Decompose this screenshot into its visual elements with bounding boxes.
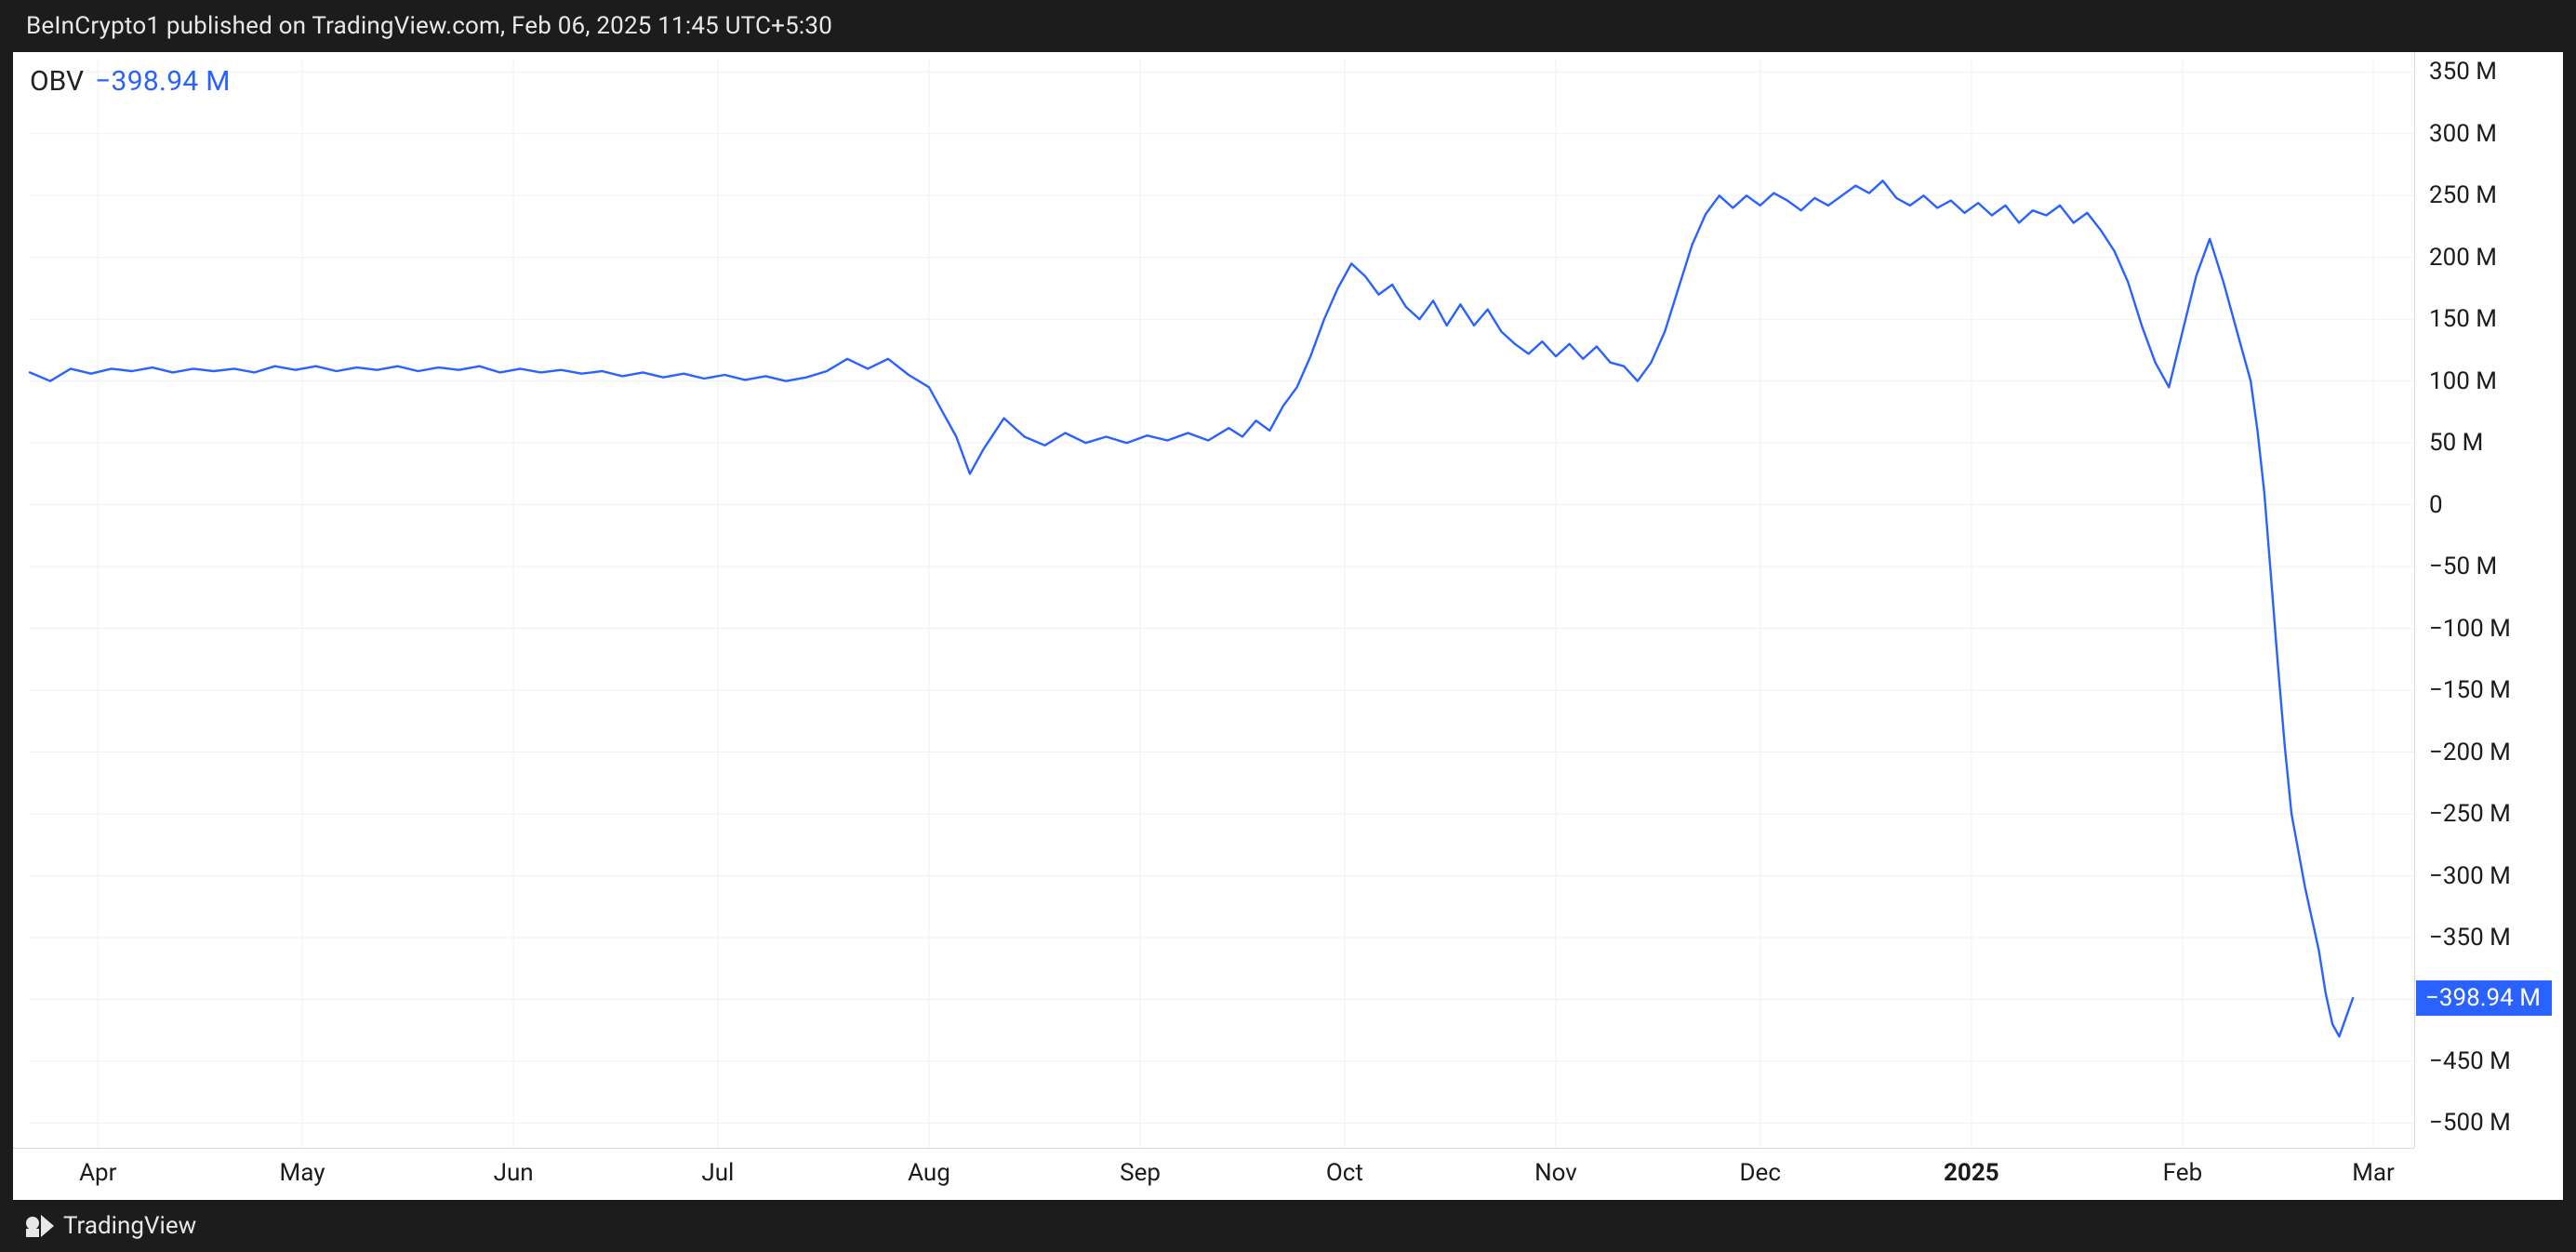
- chart-svg: [13, 52, 2563, 1200]
- y-tick-label: −450 M: [2429, 1047, 2511, 1075]
- x-tick-label: Oct: [1326, 1159, 1363, 1187]
- chart-frame: BeInCrypto1 published on TradingView.com…: [0, 0, 2576, 1252]
- y-tick-label: 50 M: [2429, 429, 2483, 457]
- y-tick-label: −50 M: [2429, 553, 2497, 580]
- y-tick-label: 250 M: [2429, 181, 2497, 209]
- x-axis-separator: [13, 1148, 2414, 1149]
- attribution-text: BeInCrypto1 published on TradingView.com…: [26, 12, 832, 40]
- tradingview-glyph-icon: [26, 1215, 54, 1237]
- x-tick-label: Mar: [2352, 1159, 2395, 1187]
- x-tick-label: Nov: [1534, 1159, 1577, 1187]
- brand-text: TradingView: [63, 1212, 196, 1240]
- y-tick-label: −500 M: [2429, 1109, 2511, 1137]
- x-tick-label: Feb: [2163, 1159, 2203, 1187]
- y-tick-label: −300 M: [2429, 862, 2511, 890]
- y-tick-label: 200 M: [2429, 244, 2497, 272]
- obv-line: [30, 180, 2353, 1036]
- x-tick-label: Jul: [701, 1159, 734, 1187]
- y-tick-label: 350 M: [2429, 58, 2497, 86]
- last-price-value: −398.94 M: [2425, 984, 2541, 1012]
- chart-area[interactable]: OBV −398.94 M 350 M 300 M 250 M 200 M 150 M 1…: [13, 52, 2563, 1200]
- x-tick-label: Dec: [1739, 1159, 1780, 1187]
- y-tick-label: 0: [2429, 491, 2443, 519]
- tradingview-logo[interactable]: TradingView: [26, 1212, 196, 1240]
- y-tick-label: −200 M: [2429, 739, 2511, 766]
- y-tick-label: 150 M: [2429, 305, 2497, 333]
- y-tick-label: −350 M: [2429, 924, 2511, 952]
- x-tick-label: 2025: [1944, 1159, 1999, 1187]
- indicator-legend[interactable]: OBV −398.94 M: [30, 65, 231, 98]
- y-tick-label: 300 M: [2429, 120, 2497, 148]
- y-tick-label: −250 M: [2429, 800, 2511, 828]
- x-tick-label: Aug: [908, 1159, 950, 1187]
- last-price-tag: −398.94 M: [2416, 980, 2552, 1016]
- x-tick-label: Sep: [1120, 1159, 1161, 1187]
- brand-bar: TradingView: [13, 1200, 2563, 1252]
- x-tick-label: Apr: [79, 1159, 116, 1187]
- x-tick-label: Jun: [494, 1159, 534, 1187]
- y-axis-separator: [2414, 52, 2415, 1148]
- x-tick-label: May: [280, 1159, 325, 1187]
- indicator-name: OBV: [30, 65, 84, 98]
- attribution-bar: BeInCrypto1 published on TradingView.com…: [13, 0, 2563, 52]
- indicator-value: −398.94 M: [95, 65, 231, 98]
- y-tick-label: −100 M: [2429, 615, 2511, 643]
- y-tick-label: −150 M: [2429, 676, 2511, 704]
- y-tick-label: 100 M: [2429, 367, 2497, 395]
